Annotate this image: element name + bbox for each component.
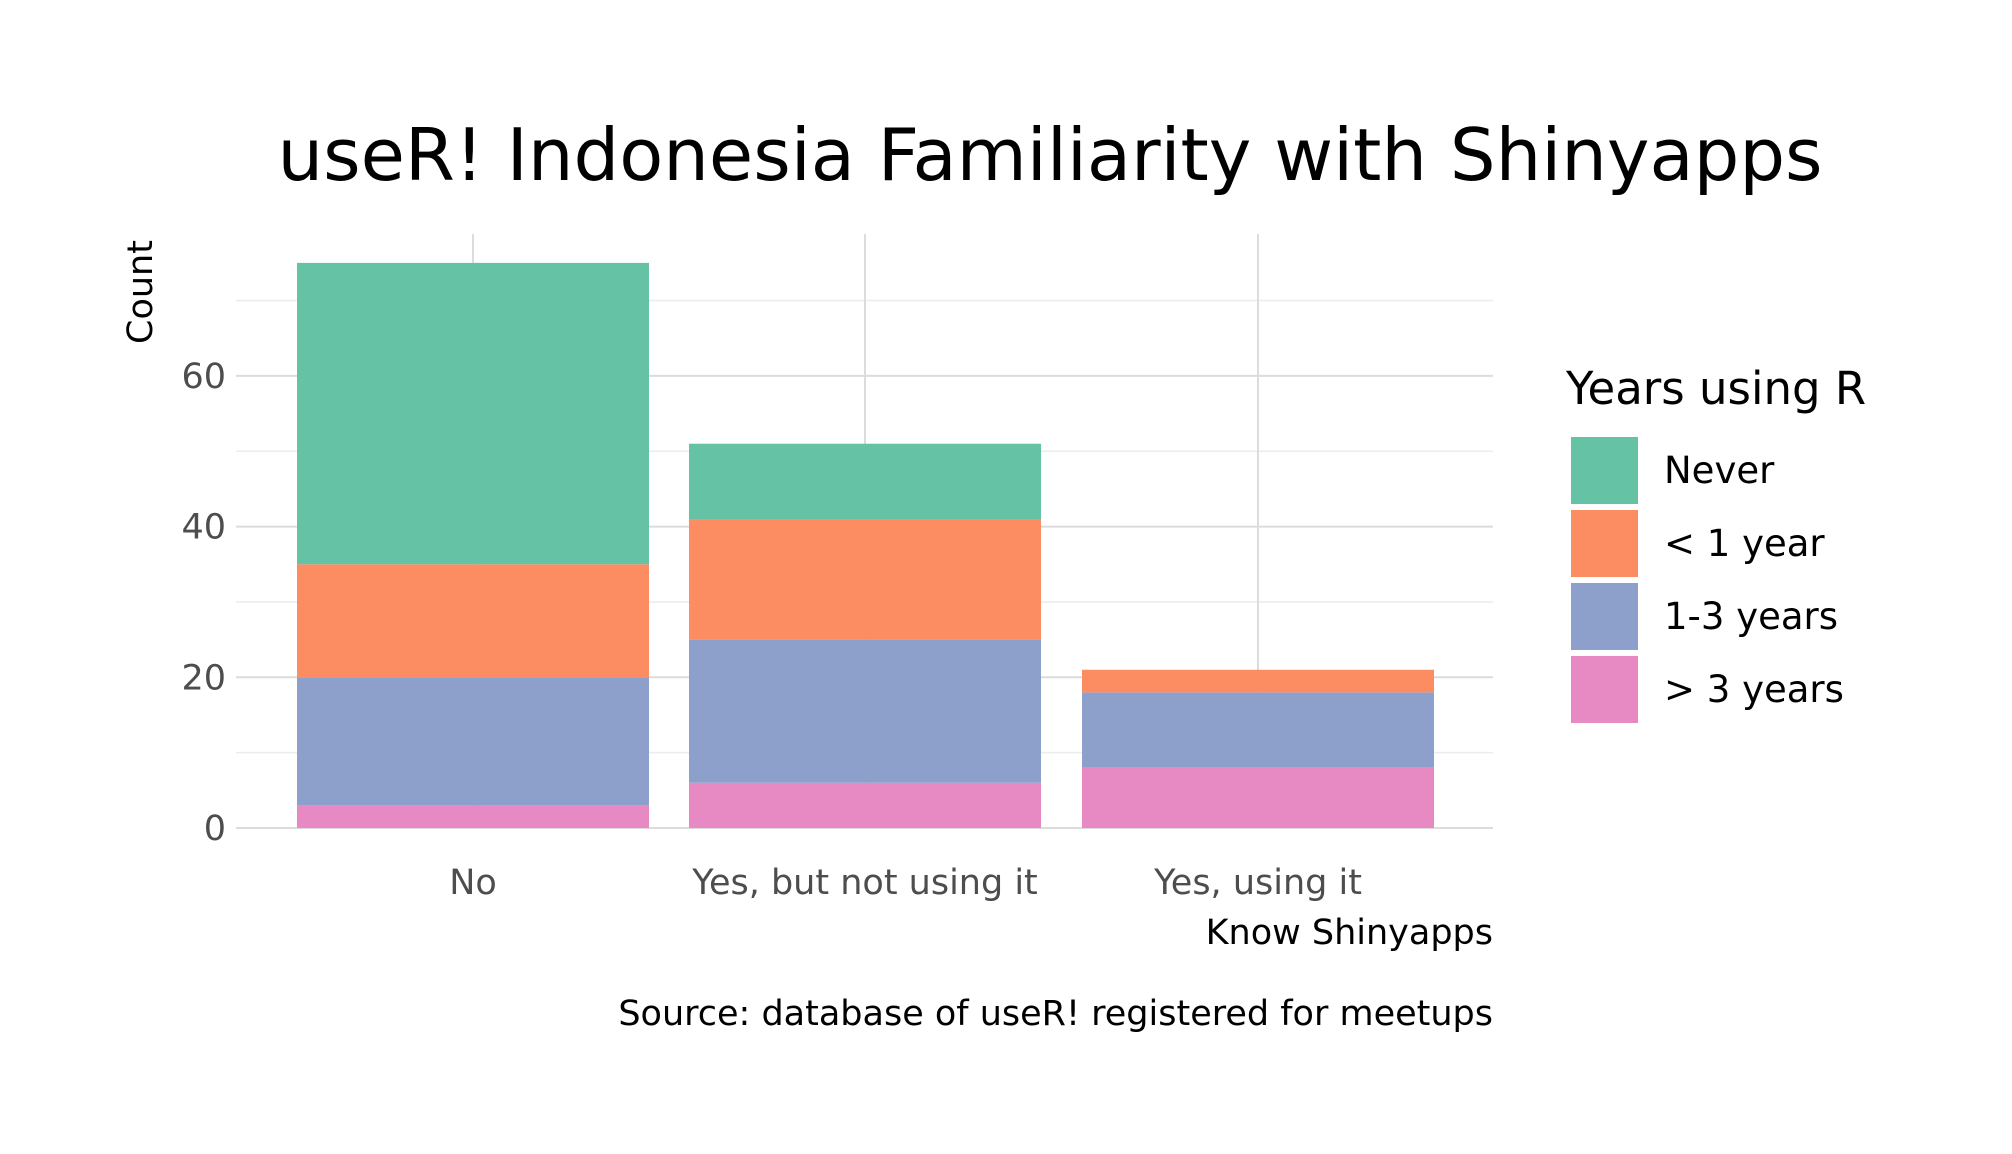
legend-label: > 3 years: [1664, 668, 1844, 711]
legend-label: 1-3 years: [1664, 595, 1838, 638]
legend: Years using R Never < 1 year 1-3 years > 3 …: [1565, 362, 1866, 723]
x-tick-label: Yes, but not using it: [691, 863, 1038, 903]
y-axis-ticks: 0 20 40 60: [181, 357, 226, 849]
x-tick-label: No: [449, 863, 497, 903]
chart-caption: Source: database of useR! registered for…: [618, 994, 1493, 1034]
legend-label: < 1 year: [1664, 522, 1825, 565]
y-axis-title: Count: [121, 240, 161, 344]
y-tick-label: 60: [181, 357, 226, 397]
x-axis-ticks: No Yes, but not using it Yes, using it: [449, 863, 1362, 903]
chart-title: useR! Indonesia Familiarity with Shinyap…: [277, 113, 1822, 197]
bars-layer: [297, 262, 1434, 828]
bar-segment: [297, 262, 649, 565]
bar-segment: [689, 782, 1041, 828]
legend-swatch: [1571, 583, 1638, 650]
bar-segment: [689, 639, 1041, 783]
bar-segment: [1082, 669, 1434, 693]
bar-segment: [297, 564, 649, 678]
legend-label: Never: [1664, 449, 1775, 492]
y-tick-label: 0: [204, 809, 226, 849]
x-tick-label: Yes, using it: [1153, 863, 1362, 903]
bar-segment: [297, 677, 649, 806]
legend-swatch: [1571, 437, 1638, 504]
legend-swatch: [1571, 510, 1638, 577]
y-tick-label: 40: [181, 508, 226, 548]
bar-segment: [297, 805, 649, 828]
legend-swatch: [1571, 656, 1638, 723]
bar-segment: [689, 443, 1041, 520]
bar-segment: [1082, 767, 1434, 828]
bar-segment: [1082, 692, 1434, 768]
bar-segment: [689, 519, 1041, 640]
x-axis-title: Know Shinyapps: [1206, 913, 1493, 953]
y-tick-label: 20: [181, 658, 226, 698]
legend-items: Never < 1 year 1-3 years > 3 years: [1571, 437, 1844, 723]
legend-title: Years using R: [1565, 362, 1866, 415]
